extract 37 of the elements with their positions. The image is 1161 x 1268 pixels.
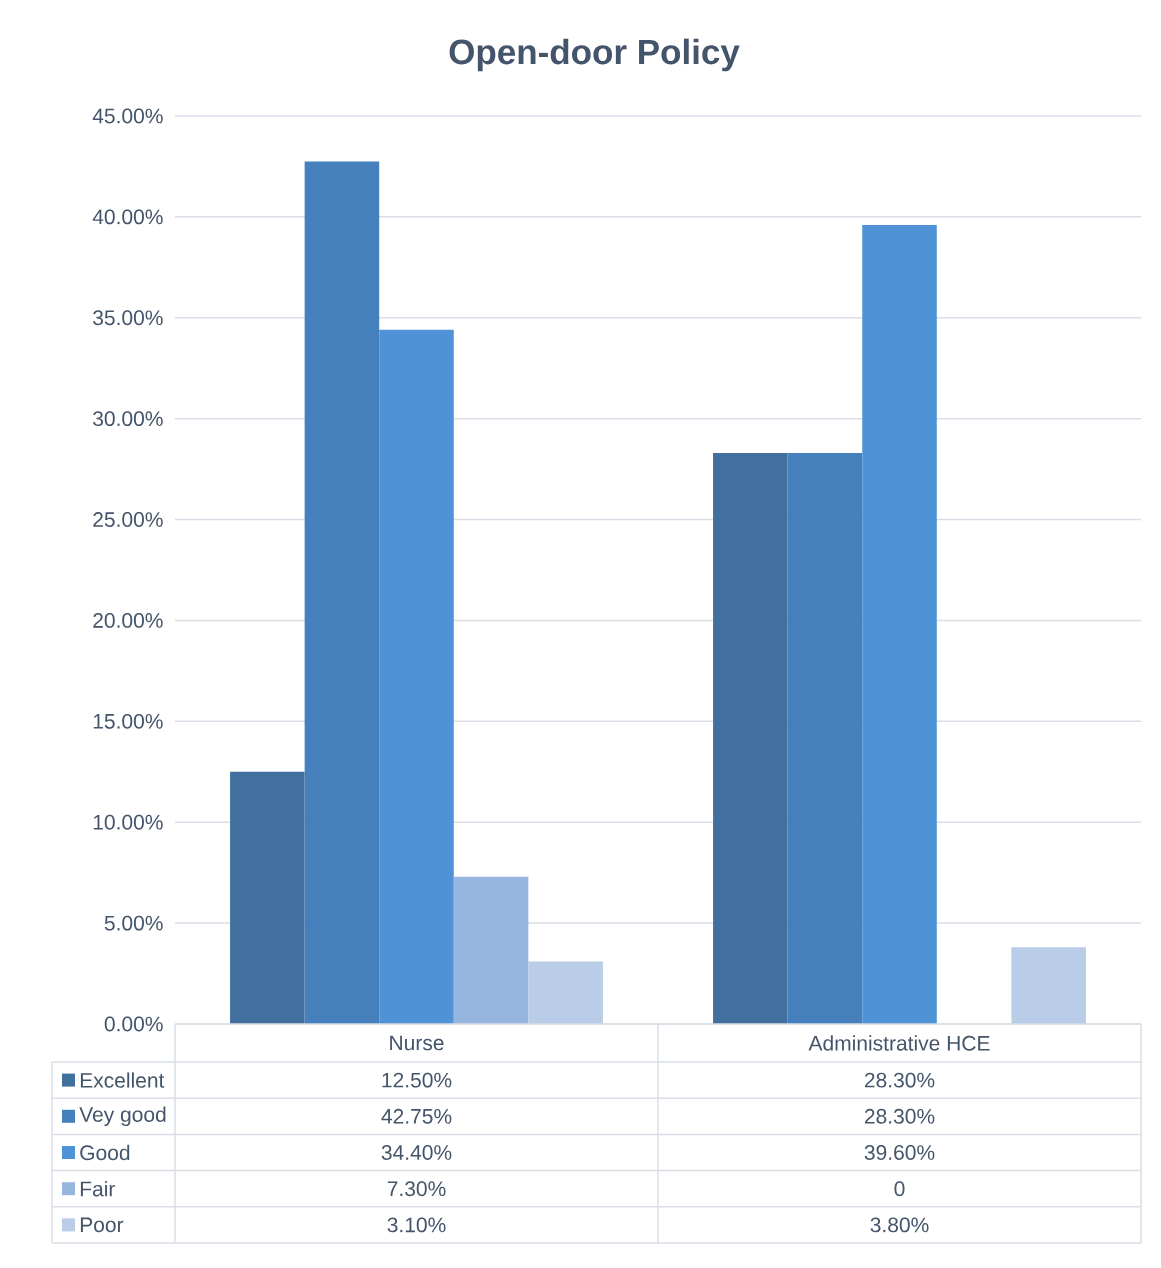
legend-label: Good xyxy=(80,1144,130,1161)
data-label: 42.75% xyxy=(381,1108,452,1124)
y-tick-label: 30.00% xyxy=(93,411,163,427)
data-label: 3.10% xyxy=(387,1217,446,1233)
data-label: 3.80% xyxy=(870,1217,929,1233)
bar xyxy=(230,771,305,1024)
y-tick-label: 25.00% xyxy=(93,512,163,527)
y-tick-label: 10.00% xyxy=(93,814,163,830)
y-tick-label: 35.00% xyxy=(93,310,163,326)
bar xyxy=(379,329,454,1024)
data-label: 34.40% xyxy=(381,1145,452,1160)
data-label: 12.50% xyxy=(382,1072,452,1088)
x-tick-label: Administrative HCE xyxy=(808,1035,990,1051)
y-tick-label: 5.00% xyxy=(104,915,163,931)
legend-label: Fair xyxy=(80,1180,116,1197)
legend-label: Excellent xyxy=(80,1072,165,1088)
legend-label: Vey good xyxy=(79,1106,166,1127)
y-tick-label: 15.00% xyxy=(93,713,163,729)
bar xyxy=(862,224,937,1024)
bar xyxy=(304,161,380,1024)
data-label: 28.30% xyxy=(864,1072,935,1088)
bar xyxy=(713,452,788,1024)
y-tick-label: 0.00% xyxy=(104,1016,163,1032)
y-tick-label: 45.00% xyxy=(92,108,163,124)
bar xyxy=(528,961,603,1024)
data-label: 7.30% xyxy=(387,1181,446,1197)
chart-title: Open-door Policy xyxy=(449,38,740,72)
data-label: 28.30% xyxy=(864,1108,935,1124)
y-tick-label: 20.00% xyxy=(93,613,163,628)
data-label: 39.60% xyxy=(864,1145,935,1160)
bar xyxy=(1011,947,1086,1024)
bar xyxy=(453,876,529,1024)
y-tick-label: 40.00% xyxy=(92,209,163,225)
x-tick-label: Nurse xyxy=(390,1035,444,1051)
data-label: 0 xyxy=(894,1181,905,1197)
bar xyxy=(787,452,863,1024)
legend-label: Poor xyxy=(80,1217,124,1233)
